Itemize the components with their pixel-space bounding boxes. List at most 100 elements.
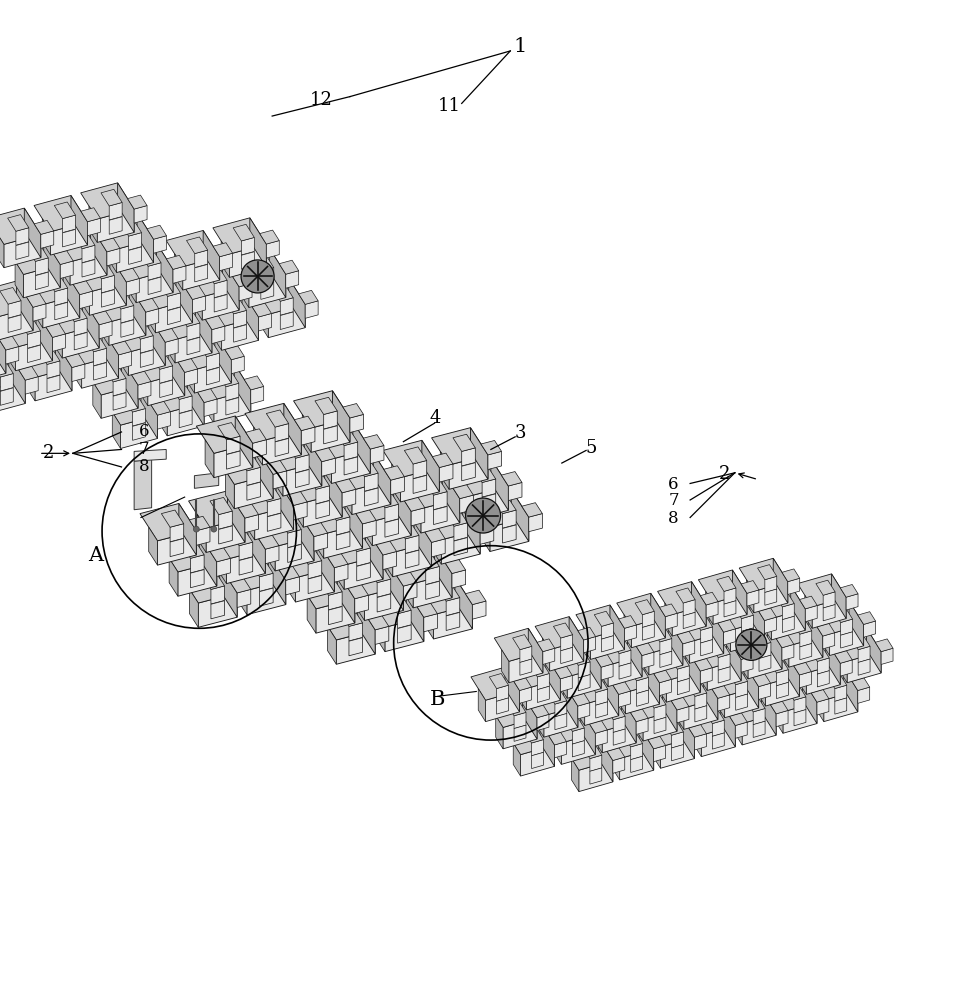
Polygon shape (542, 638, 550, 671)
Polygon shape (39, 348, 60, 364)
Polygon shape (35, 292, 43, 328)
Polygon shape (736, 681, 747, 698)
Polygon shape (389, 597, 411, 614)
Polygon shape (455, 577, 472, 629)
Polygon shape (748, 648, 781, 679)
Polygon shape (168, 346, 185, 396)
Polygon shape (186, 261, 239, 297)
Polygon shape (623, 732, 642, 747)
Polygon shape (349, 638, 363, 656)
Polygon shape (336, 532, 350, 550)
Text: 4: 4 (430, 409, 441, 427)
Polygon shape (612, 747, 620, 780)
Polygon shape (723, 629, 736, 645)
Polygon shape (554, 742, 567, 758)
Polygon shape (178, 562, 217, 596)
Polygon shape (296, 509, 314, 561)
Polygon shape (128, 247, 142, 264)
Polygon shape (383, 440, 439, 478)
Polygon shape (392, 464, 400, 502)
Polygon shape (637, 690, 648, 706)
Polygon shape (645, 714, 694, 747)
Polygon shape (148, 263, 161, 280)
Polygon shape (278, 540, 334, 578)
Polygon shape (230, 529, 253, 546)
Polygon shape (687, 681, 707, 696)
Polygon shape (54, 202, 76, 219)
Polygon shape (176, 273, 192, 323)
Polygon shape (127, 195, 147, 209)
Polygon shape (259, 313, 271, 331)
Polygon shape (540, 722, 554, 766)
Polygon shape (564, 737, 613, 770)
Polygon shape (550, 640, 583, 671)
Polygon shape (343, 404, 364, 418)
Polygon shape (232, 248, 286, 284)
Polygon shape (434, 492, 447, 510)
Polygon shape (34, 220, 53, 234)
Polygon shape (107, 248, 120, 266)
Polygon shape (769, 658, 788, 673)
Polygon shape (757, 565, 777, 580)
Polygon shape (146, 309, 158, 326)
Polygon shape (166, 230, 220, 267)
Polygon shape (424, 614, 437, 632)
Polygon shape (603, 722, 637, 753)
Polygon shape (46, 299, 99, 335)
Polygon shape (489, 674, 508, 689)
Polygon shape (743, 714, 777, 745)
Polygon shape (403, 471, 460, 509)
Polygon shape (266, 533, 275, 571)
Polygon shape (92, 311, 112, 325)
Polygon shape (266, 410, 289, 427)
Polygon shape (473, 515, 494, 530)
Polygon shape (265, 546, 279, 564)
Polygon shape (41, 231, 53, 248)
Polygon shape (71, 195, 87, 245)
Polygon shape (594, 611, 613, 626)
Polygon shape (154, 236, 166, 253)
Polygon shape (425, 478, 447, 495)
Polygon shape (446, 598, 460, 616)
Text: 6: 6 (669, 476, 678, 493)
Polygon shape (99, 321, 112, 339)
Polygon shape (349, 623, 363, 641)
Polygon shape (256, 447, 273, 499)
Polygon shape (47, 361, 60, 378)
Polygon shape (375, 626, 389, 644)
Polygon shape (160, 535, 217, 572)
Polygon shape (564, 683, 577, 727)
Polygon shape (590, 768, 602, 784)
Polygon shape (303, 493, 342, 527)
Polygon shape (24, 208, 41, 258)
Polygon shape (158, 328, 178, 342)
Polygon shape (782, 604, 794, 620)
Polygon shape (572, 759, 579, 792)
Polygon shape (746, 590, 759, 606)
Polygon shape (89, 282, 126, 315)
Polygon shape (149, 527, 157, 565)
Polygon shape (589, 721, 608, 733)
Polygon shape (188, 376, 204, 426)
Polygon shape (53, 322, 62, 358)
Polygon shape (523, 694, 537, 739)
Polygon shape (336, 517, 350, 535)
Polygon shape (0, 336, 18, 350)
Polygon shape (827, 674, 847, 689)
Polygon shape (846, 594, 858, 610)
Polygon shape (733, 624, 781, 657)
Polygon shape (809, 613, 822, 657)
Polygon shape (513, 678, 532, 691)
Polygon shape (733, 570, 746, 615)
Polygon shape (728, 670, 747, 685)
Polygon shape (253, 254, 274, 271)
Polygon shape (324, 524, 363, 558)
Polygon shape (167, 293, 181, 310)
Polygon shape (187, 357, 194, 393)
Polygon shape (503, 525, 516, 543)
Polygon shape (652, 627, 672, 642)
Polygon shape (274, 458, 283, 496)
Polygon shape (279, 566, 299, 580)
Polygon shape (497, 698, 508, 714)
Polygon shape (758, 683, 771, 699)
